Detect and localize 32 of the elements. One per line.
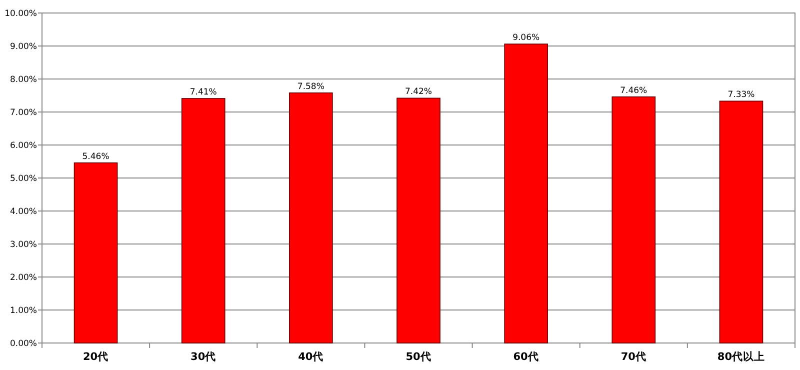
- data-label: 7.41%: [190, 87, 217, 98]
- bar: [74, 162, 118, 344]
- y-tick-label: 0.00%: [10, 339, 37, 349]
- y-tick-label: 4.00%: [10, 207, 37, 217]
- data-label: 7.42%: [404, 87, 432, 98]
- bar: [289, 92, 333, 344]
- bar: [181, 98, 226, 344]
- y-tick-label: 5.00%: [10, 174, 37, 184]
- bar: [504, 44, 548, 344]
- x-tick-label: 80代以上: [717, 350, 766, 363]
- y-tick-label: 10.00%: [4, 9, 37, 19]
- data-label: 5.46%: [82, 152, 110, 162]
- x-tick-label: 30代: [190, 351, 216, 363]
- y-tick-label: 6.00%: [10, 141, 37, 151]
- x-tick-label: 20代: [82, 351, 109, 363]
- y-tick-label: 1.00%: [10, 306, 37, 316]
- data-label: 7.58%: [297, 82, 324, 92]
- y-tick-label: 2.00%: [10, 273, 37, 283]
- data-label: 7.46%: [620, 86, 648, 96]
- y-tick-label: 3.00%: [10, 240, 37, 250]
- data-label: 9.06%: [512, 33, 540, 44]
- x-tick-label: 70代: [620, 351, 646, 363]
- x-tick-label: 40代: [298, 351, 324, 363]
- x-tick-label: 50代: [406, 351, 432, 363]
- bar: [612, 96, 656, 344]
- data-label: 7.33%: [728, 90, 755, 100]
- x-tick-label: 60代: [513, 351, 539, 363]
- bar: [719, 100, 764, 344]
- bar: [396, 98, 440, 344]
- y-tick-label: 8.00%: [10, 75, 37, 85]
- y-tick-label: 7.00%: [10, 108, 37, 118]
- y-tick-label: 9.00%: [10, 42, 37, 52]
